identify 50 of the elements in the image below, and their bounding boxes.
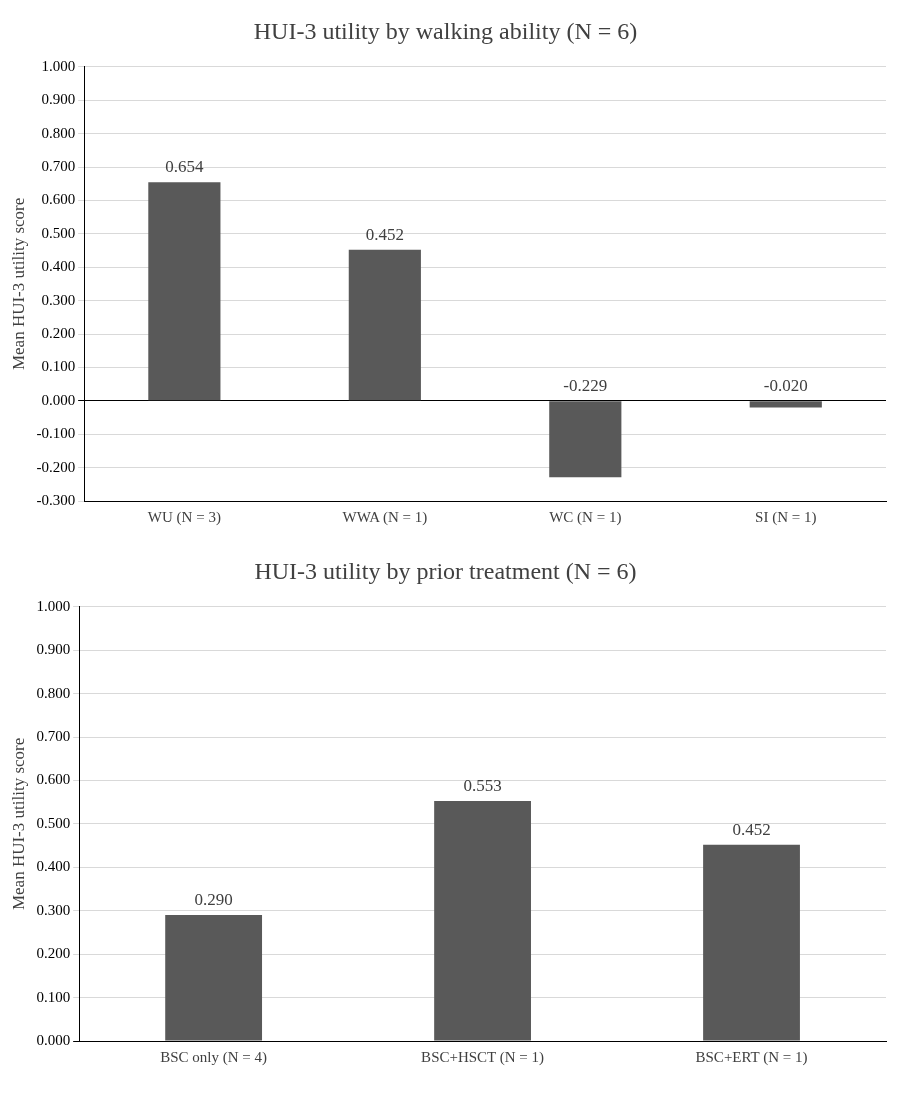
y-tick-label: 0.100 <box>41 358 76 375</box>
y-tick-label: 0.000 <box>36 1031 71 1048</box>
x-tick-label: WWA (N = 1) <box>342 508 428 526</box>
x-tick-label: BSC+HSCT (N = 1) <box>421 1048 545 1066</box>
chart-title: HUI-3 utility by walking ability (N = 6) <box>253 17 638 44</box>
y-tick-label: -0.100 <box>36 425 76 442</box>
bar <box>549 401 622 478</box>
data-label: 0.290 <box>194 890 233 910</box>
y-tick-label: 0.700 <box>41 157 76 174</box>
data-label: 0.452 <box>365 224 404 244</box>
y-tick-label: 0.400 <box>36 858 71 875</box>
data-label: 0.553 <box>463 775 502 795</box>
x-tick-label: SI (N = 1) <box>755 508 817 526</box>
y-tick-label: 1.000 <box>36 597 71 614</box>
y-tick-label: 0.200 <box>41 324 76 341</box>
y-tick-label: 1.000 <box>41 57 76 74</box>
data-label: 0.654 <box>165 157 204 177</box>
y-tick-label: 0.200 <box>36 945 71 962</box>
x-tick-label: WC (N = 1) <box>549 508 622 526</box>
y-tick-label: 0.500 <box>41 224 76 241</box>
chart-title: HUI-3 utility by prior treatment (N = 6) <box>254 557 637 584</box>
y-tick-label: 0.300 <box>41 291 76 308</box>
data-label: 0.452 <box>732 819 771 839</box>
bar <box>348 249 421 401</box>
bar <box>148 182 221 401</box>
y-tick-label: -0.300 <box>36 491 76 508</box>
x-tick-label: BSC+ERT (N = 1) <box>695 1048 808 1066</box>
y-tick-label: 0.400 <box>41 258 76 275</box>
bar <box>434 800 531 1041</box>
y-tick-label: 0.500 <box>36 814 71 831</box>
bar <box>165 915 263 1041</box>
bar <box>749 401 822 408</box>
y-tick-label: 0.000 <box>41 391 76 408</box>
y-tick-label: 0.900 <box>36 641 71 658</box>
y-tick-label: 0.800 <box>41 124 76 141</box>
y-tick-label: 0.800 <box>36 684 71 701</box>
y-tick-label: -0.200 <box>36 458 76 475</box>
bar <box>703 844 800 1041</box>
x-tick-label: BSC only (N = 4) <box>160 1048 268 1066</box>
y-axis-title: Mean HUI-3 utility score <box>8 737 28 911</box>
data-label: -0.229 <box>563 375 608 395</box>
x-tick-label: WU (N = 3) <box>147 508 221 526</box>
y-tick-label: 0.600 <box>41 191 76 208</box>
y-axis-title: Mean HUI-3 utility score <box>8 197 28 371</box>
y-tick-label: 0.300 <box>36 901 71 918</box>
data-label: -0.020 <box>763 375 808 395</box>
y-tick-label: 0.700 <box>36 728 71 744</box>
y-tick-label: 0.600 <box>36 771 71 788</box>
y-tick-label: 0.100 <box>36 988 71 1005</box>
y-tick-label: 0.900 <box>41 91 76 108</box>
